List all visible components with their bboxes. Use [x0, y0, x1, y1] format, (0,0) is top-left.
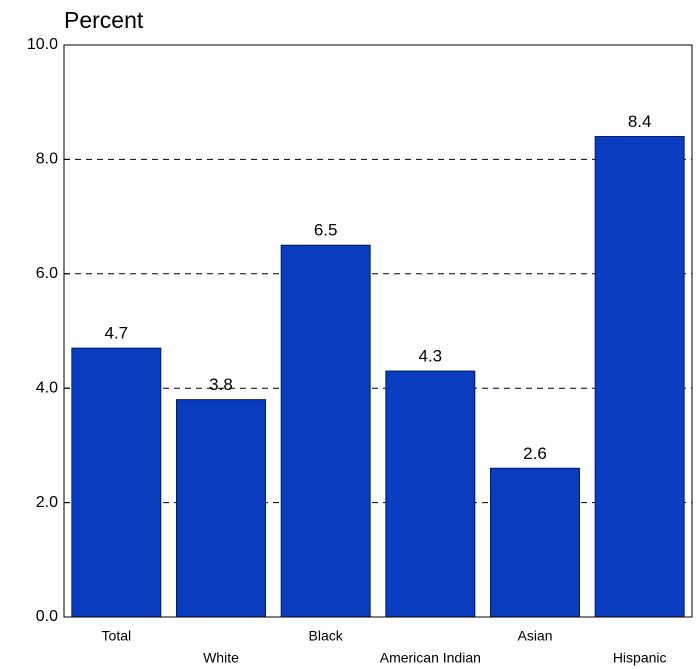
y-tick-label: 2.0: [36, 494, 58, 511]
plot-frame: [63, 44, 693, 618]
y-axis-label: Percent: [64, 7, 144, 33]
x-tick-label: Black: [309, 628, 344, 644]
x-tick-label: Asian: [517, 628, 552, 644]
bar: [594, 136, 685, 618]
x-tick-label: White: [203, 650, 239, 666]
x-tick-label: Total: [102, 628, 132, 644]
y-tick-label: 8.0: [36, 151, 58, 168]
value-label: 4.7: [105, 324, 129, 343]
y-tick-label: 6.0: [36, 265, 58, 282]
bar: [176, 399, 266, 618]
x-tick-label: American Indian: [380, 650, 481, 666]
bar: [385, 370, 476, 618]
x-tick-label: Hispanic: [613, 650, 667, 666]
bar: [71, 347, 162, 618]
bar: [280, 244, 371, 618]
value-label: 4.3: [419, 347, 443, 366]
y-tick-label: 10.0: [27, 36, 58, 53]
bar: [490, 467, 580, 618]
value-label: 2.6: [523, 444, 547, 463]
value-label: 8.4: [628, 112, 652, 131]
value-label: 6.5: [314, 221, 338, 240]
y-tick-label: 0.0: [36, 608, 58, 625]
y-tick-label: 4.0: [36, 379, 58, 396]
value-label: 3.8: [209, 375, 233, 394]
